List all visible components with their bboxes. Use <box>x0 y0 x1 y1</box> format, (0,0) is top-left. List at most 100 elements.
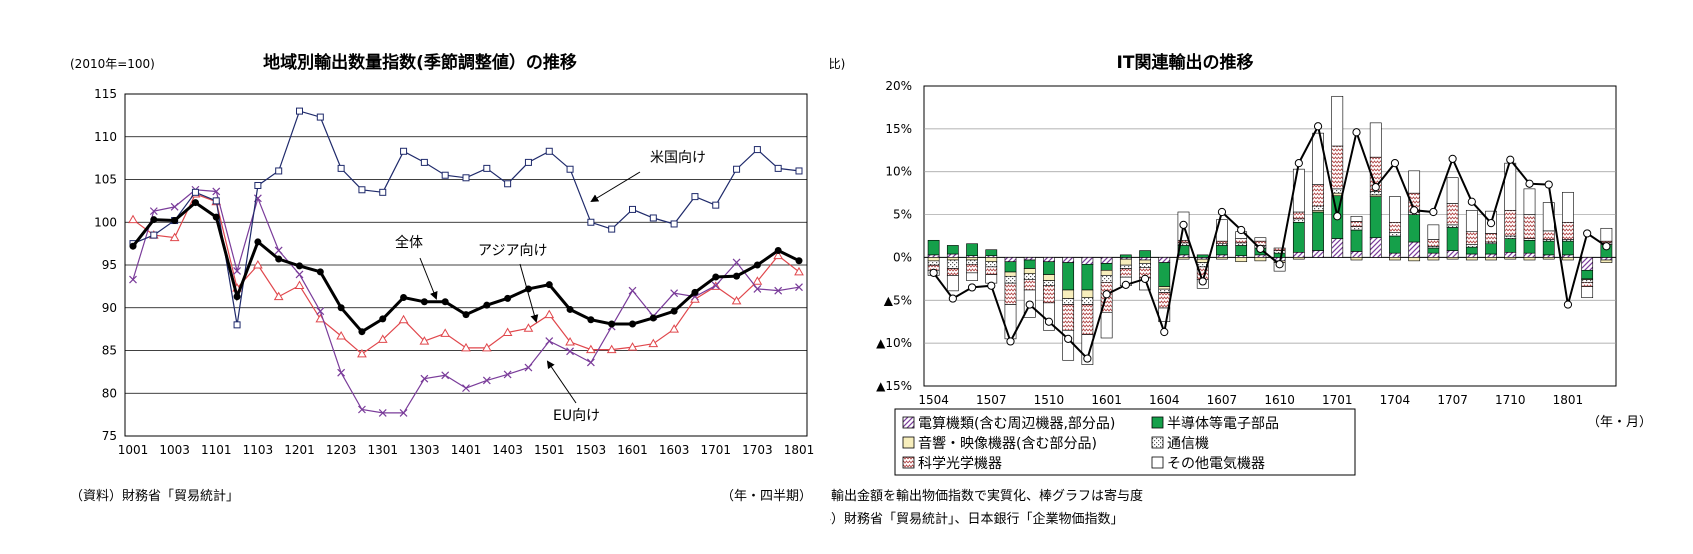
point-total <box>587 316 595 324</box>
legend-swatch-av <box>902 436 915 449</box>
chart1-y-tick-label: 80 <box>102 386 117 400</box>
point-us <box>483 164 491 172</box>
bar-segment-5 <box>1581 286 1594 299</box>
bar-segment-5 <box>1100 311 1113 339</box>
chart1-x-tick-label: 1503 <box>576 443 607 457</box>
bar-segment-1 <box>1446 227 1459 251</box>
chart2-period-label: （年・月） <box>1587 415 1652 430</box>
bar-segment-0 <box>1369 237 1382 258</box>
point-asia <box>794 266 804 276</box>
bar-segment-1 <box>1139 250 1151 258</box>
point-asia <box>253 259 263 269</box>
bar-segment-2 <box>1235 257 1248 263</box>
bar-segment-4 <box>1043 285 1055 304</box>
chart1-x-tick-label: 1003 <box>159 443 190 457</box>
bar-segment-1 <box>1312 211 1324 251</box>
chart1-y-tick-label: 110 <box>94 130 117 144</box>
chart1-y-tick-label: 100 <box>94 215 117 229</box>
point-us <box>358 186 366 194</box>
point-asia <box>357 348 367 358</box>
point-total <box>150 216 158 224</box>
point-total <box>233 293 241 301</box>
bar-segment-5 <box>1465 209 1478 233</box>
bar-segment-2 <box>1004 271 1017 277</box>
bar-segment-0 <box>1158 257 1171 263</box>
point-asia <box>627 342 638 351</box>
point-asia <box>502 327 513 337</box>
point-total <box>753 261 761 269</box>
bar-segment-5 <box>1350 215 1363 222</box>
point-asia <box>398 314 409 324</box>
it-exports-point <box>1275 260 1284 269</box>
bar-segment-3 <box>1446 224 1459 228</box>
bar-segment-3 <box>1389 232 1401 237</box>
point-total <box>316 268 324 276</box>
bar-segment-1 <box>1369 196 1382 239</box>
chart1-unit-label: (2010年=100) <box>70 57 155 71</box>
chart2-title: IT関連輸出の推移 <box>1117 52 1254 73</box>
bar-segment-5 <box>1254 237 1267 242</box>
chart2-x-tick-label: 1701 <box>1322 393 1353 407</box>
point-total <box>379 315 387 323</box>
bar-segment-2 <box>1504 257 1517 260</box>
bar-segment-0 <box>1350 251 1363 258</box>
chart1-x-tick-label: 1403 <box>492 443 523 457</box>
chart1-y-tick-label: 75 <box>102 429 117 443</box>
point-eu <box>170 202 179 211</box>
bar-segment-0 <box>1177 254 1190 258</box>
point-eu <box>295 270 304 279</box>
it-exports-point <box>1256 244 1265 253</box>
point-us <box>275 167 283 175</box>
point-eu <box>337 368 346 377</box>
it-exports-point <box>1544 180 1553 189</box>
anno-total-arrow <box>419 257 438 300</box>
chart1-y-tick-label: 115 <box>94 87 117 101</box>
chart1-x-tick-label: 1301 <box>367 443 398 457</box>
point-asia <box>128 214 138 224</box>
point-eu <box>274 246 283 255</box>
bar-segment-0 <box>1004 257 1017 263</box>
it-exports-point <box>1294 159 1303 168</box>
chart1-source: （資料）財務省「貿易統計」 <box>70 488 239 504</box>
chart1-x-tick-label: 1303 <box>409 443 440 457</box>
point-total <box>296 262 303 270</box>
point-eu <box>732 258 741 267</box>
bar-segment-0 <box>1562 254 1574 258</box>
regional-export-volume-chart: (2010年=100) 地域別輸出数量指数(季節調整値）の推移 75 80 85 90… <box>70 52 814 504</box>
point-us <box>254 181 262 189</box>
bar-segment-4 <box>1216 240 1228 245</box>
point-total <box>420 298 428 306</box>
bar-segment-1 <box>1081 263 1094 291</box>
point-us <box>462 174 470 182</box>
point-eu <box>378 408 387 417</box>
chart2-unit-label: (前年比) <box>830 56 845 71</box>
legend-optics: 科学光学機器 <box>918 456 1002 472</box>
chart1-x-tick-label: 1501 <box>534 443 565 457</box>
bar-segment-4 <box>1504 209 1517 237</box>
bar-segment-0 <box>1043 257 1055 263</box>
bar-segment-1 <box>985 249 998 257</box>
it-exports-point <box>1179 220 1188 229</box>
bar-segment-4 <box>1273 247 1286 251</box>
it-exports-point <box>1448 154 1457 163</box>
bar-segment-3 <box>1581 279 1594 283</box>
bar-segment-4 <box>1235 238 1248 244</box>
chart1-x-tick-label: 1701 <box>700 443 731 457</box>
bar-segment-1 <box>966 243 978 257</box>
point-asia <box>419 336 430 345</box>
chart1-x-tick-label: 1203 <box>326 443 357 457</box>
bar-segment-2 <box>1465 257 1478 261</box>
point-eu <box>503 370 512 379</box>
point-total <box>608 320 616 328</box>
bar-segment-4 <box>946 268 959 276</box>
point-eu <box>462 384 470 393</box>
anno-eu-arrow <box>546 360 577 404</box>
point-eu <box>628 286 637 295</box>
chart1-x-tick-label: 1101 <box>201 443 232 457</box>
bar-segment-2 <box>1100 269 1113 276</box>
bar-segment-1 <box>1119 254 1132 258</box>
anno-asia-arrow <box>519 263 539 323</box>
point-us <box>191 188 199 196</box>
bar-segment-1 <box>1350 229 1363 252</box>
chart2-y-tick-label: ▲5% <box>884 293 912 307</box>
